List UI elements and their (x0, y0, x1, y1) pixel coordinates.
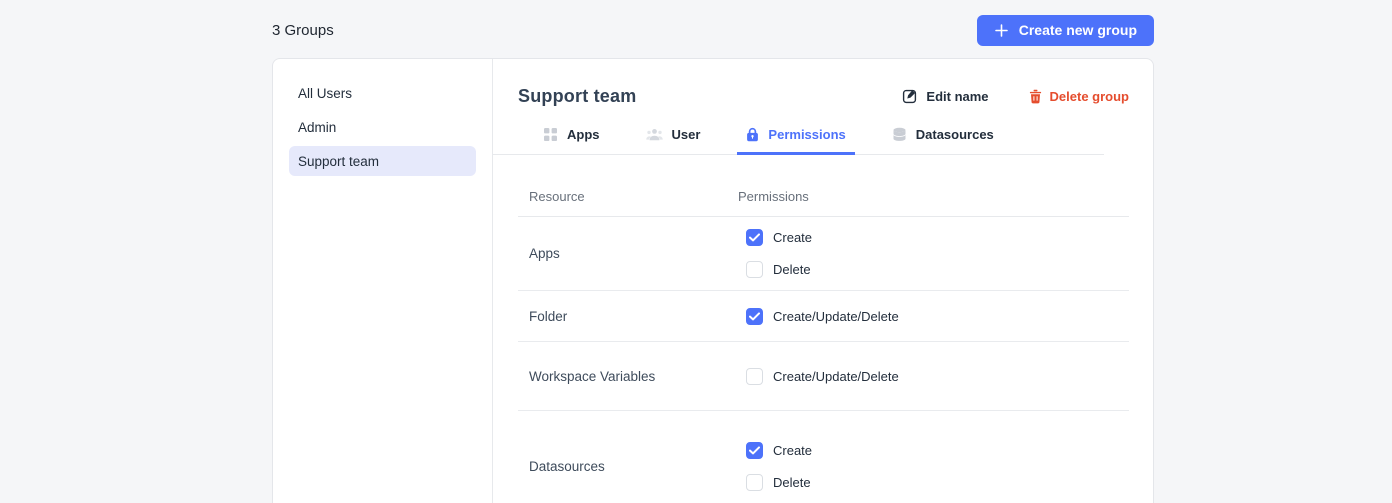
tab-datasources[interactable]: Datasources (883, 123, 1003, 155)
checkbox-unchecked-icon[interactable] (746, 261, 763, 278)
tab-apps[interactable]: Apps (534, 123, 609, 155)
permissions-group: Create/Update/Delete (738, 296, 1129, 337)
delete-group-label: Delete group (1049, 88, 1129, 104)
group-actions: Edit name Delete group (902, 88, 1129, 104)
permissions-group: Create Delete (738, 217, 1129, 290)
permission-row-workspace-variables: Workspace Variables Create/Update/Delete (518, 342, 1129, 411)
tab-label: User (671, 127, 701, 142)
column-header-resource: Resource (529, 189, 585, 204)
trash-icon (1029, 89, 1042, 104)
permissions-group: Create/Update/Delete (738, 356, 1129, 397)
tab-label: Datasources (915, 127, 994, 142)
permission-row-apps: Apps Create Delete (518, 217, 1129, 291)
permission-label: Create (773, 442, 813, 458)
sidebar-item-label: Support team (298, 153, 380, 169)
apps-grid-icon (543, 127, 558, 142)
database-icon (892, 127, 907, 142)
resource-name: Apps (529, 246, 560, 261)
permission-option-apps-delete[interactable]: Delete (746, 261, 1129, 278)
tab-label: Apps (567, 127, 600, 142)
permissions-table: Resource Permissions Apps Create Delete Fol… (518, 155, 1129, 503)
tab-bar: Apps User Permissions Datasources (493, 123, 1104, 155)
permission-option-datasources-delete[interactable]: Delete (746, 473, 1129, 491)
checkbox-unchecked-icon[interactable] (746, 367, 763, 385)
resource-name: Workspace Variables (529, 368, 656, 384)
permission-option-apps-create[interactable]: Create (746, 229, 1129, 246)
permission-label: Create (773, 230, 813, 245)
edit-name-label: Edit name (926, 88, 989, 104)
permissions-table-header: Resource Permissions (518, 155, 1129, 217)
column-header-permissions: Permissions (738, 189, 809, 204)
sidebar-item-support-team[interactable]: Support team (289, 146, 476, 176)
resource-name: Folder (529, 308, 568, 324)
checkbox-checked-icon[interactable] (746, 229, 763, 246)
page-title: 3 Groups (272, 21, 334, 39)
groups-sidebar: All Users Admin Support team (273, 59, 493, 503)
create-new-group-button[interactable]: Create new group (976, 14, 1154, 46)
resource-name: Datasources (529, 458, 605, 474)
edit-name-button[interactable]: Edit name (902, 88, 989, 104)
permissions-group: Create Delete (738, 430, 1129, 503)
permission-label: Create/Update/Delete (773, 368, 899, 384)
edit-pencil-icon (902, 88, 918, 104)
group-detail-header: Support team Edit name Delet (518, 85, 1129, 107)
permission-row-datasources: Datasources Create Delete (518, 411, 1129, 503)
permission-label: Delete (773, 262, 811, 277)
page-header: 3 Groups Create new group (272, 0, 1154, 58)
users-icon (645, 128, 663, 141)
groups-card: All Users Admin Support team Support team … (272, 58, 1154, 503)
checkbox-checked-icon[interactable] (746, 307, 763, 325)
tab-label: Permissions (768, 127, 846, 142)
permission-option-datasources-create[interactable]: Create (746, 441, 1129, 459)
sidebar-item-admin[interactable]: Admin (289, 112, 476, 142)
permissions-table-body: Apps Create Delete Folder Create/Update/Dele… (518, 217, 1129, 503)
permission-option-workspace-variables-create-update-delete[interactable]: Create/Update/Delete (746, 367, 1129, 385)
sidebar-list: All Users Admin Support team (289, 78, 476, 176)
create-new-group-label: Create new group (1018, 22, 1137, 38)
delete-group-button[interactable]: Delete group (1029, 89, 1129, 104)
sidebar-item-label: All Users (298, 85, 353, 101)
checkbox-unchecked-icon[interactable] (746, 473, 763, 491)
tab-user[interactable]: User (637, 123, 710, 155)
lock-icon (746, 127, 759, 142)
permission-option-folder-create-update-delete[interactable]: Create/Update/Delete (746, 307, 1129, 325)
group-detail-panel: Support team Edit name Delet (493, 59, 1153, 503)
tab-permissions[interactable]: Permissions (737, 123, 855, 155)
sidebar-item-label: Admin (298, 119, 337, 135)
sidebar-item-all-users[interactable]: All Users (289, 78, 476, 108)
content-column: 3 Groups Create new group All Users Admin… (272, 0, 1154, 503)
permission-label: Delete (773, 474, 811, 490)
group-title: Support team (518, 85, 637, 106)
plus-icon (994, 23, 1009, 38)
checkbox-checked-icon[interactable] (746, 441, 763, 459)
permission-label: Create/Update/Delete (773, 308, 899, 324)
permission-row-folder: Folder Create/Update/Delete (518, 291, 1129, 342)
